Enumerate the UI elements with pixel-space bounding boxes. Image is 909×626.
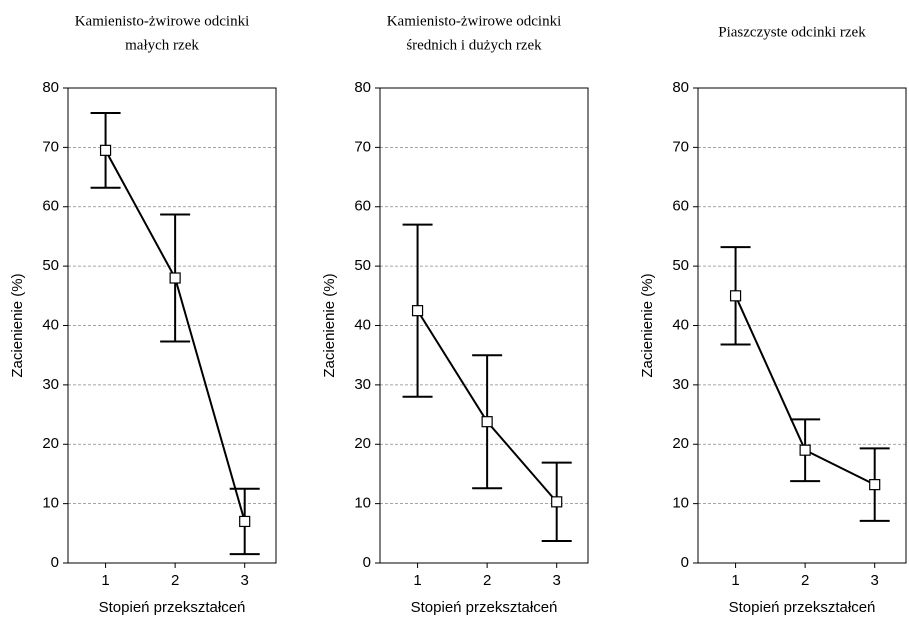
- y-tick-label: 80: [672, 79, 689, 96]
- marker: [481, 416, 493, 428]
- marker: [551, 496, 563, 508]
- y-tick-label: 30: [354, 376, 371, 393]
- y-tick-label: 80: [42, 79, 59, 96]
- chart-title: Kamienisto-żwirowe odcinki: [387, 13, 562, 29]
- x-tick-label: 3: [871, 572, 879, 589]
- x-tick-label: 1: [101, 572, 109, 589]
- y-tick-label: 70: [42, 138, 59, 155]
- y-tick-label: 60: [42, 198, 59, 215]
- y-tick-label: 10: [672, 495, 689, 512]
- y-tick-label: 10: [42, 495, 59, 512]
- y-tick-label: 30: [672, 376, 689, 393]
- x-tick-label: 2: [801, 572, 809, 589]
- x-tick-label: 1: [731, 572, 739, 589]
- x-tick-label: 2: [171, 572, 179, 589]
- y-tick-label: 30: [42, 376, 59, 393]
- chart-title: Piaszczyste odcinki rzek: [718, 24, 866, 40]
- y-tick-label: 50: [42, 257, 59, 274]
- y-tick-label: 50: [354, 257, 371, 274]
- y-tick-label: 20: [354, 435, 371, 452]
- plot-frame: [697, 87, 907, 564]
- x-tick-label: 1: [413, 572, 421, 589]
- x-axis-label: Stopień przekształceń: [411, 599, 558, 616]
- y-tick-label: 10: [354, 495, 371, 512]
- y-tick-label: 60: [672, 198, 689, 215]
- x-tick-label: 3: [553, 572, 561, 589]
- y-tick-label: 40: [672, 316, 689, 333]
- marker: [99, 144, 112, 156]
- chart-title: małych rzek: [125, 37, 199, 53]
- x-axis-label: Stopień przekształceń: [729, 599, 876, 616]
- x-axis-label: Stopień przekształceń: [99, 599, 246, 616]
- y-tick-label: 0: [51, 554, 59, 571]
- y-tick-label: 40: [42, 316, 59, 333]
- chart-title: Kamienisto-żwirowe odcinki: [75, 13, 250, 29]
- y-axis-label: Zacienienie (%): [321, 273, 338, 377]
- x-tick-label: 2: [483, 572, 491, 589]
- y-tick-label: 80: [354, 79, 371, 96]
- x-tick-label: 3: [241, 572, 249, 589]
- y-tick-label: 70: [354, 138, 371, 155]
- y-tick-label: 60: [354, 198, 371, 215]
- y-tick-label: 20: [672, 435, 689, 452]
- y-tick-label: 40: [354, 316, 371, 333]
- y-axis-label: Zacienienie (%): [9, 273, 26, 377]
- plot-frame: [67, 87, 277, 564]
- chart-title: średnich i dużych rzek: [406, 37, 542, 53]
- y-tick-label: 70: [672, 138, 689, 155]
- y-tick-label: 0: [363, 554, 371, 571]
- marker: [169, 272, 181, 284]
- y-tick-label: 0: [681, 554, 689, 571]
- marker: [411, 305, 424, 317]
- plot-frame: [379, 87, 589, 564]
- y-axis-label: Zacienienie (%): [639, 273, 656, 377]
- y-tick-label: 20: [42, 435, 59, 452]
- marker: [729, 290, 742, 302]
- marker: [799, 444, 811, 456]
- marker: [869, 479, 881, 491]
- marker: [239, 515, 251, 528]
- y-tick-label: 50: [672, 257, 689, 274]
